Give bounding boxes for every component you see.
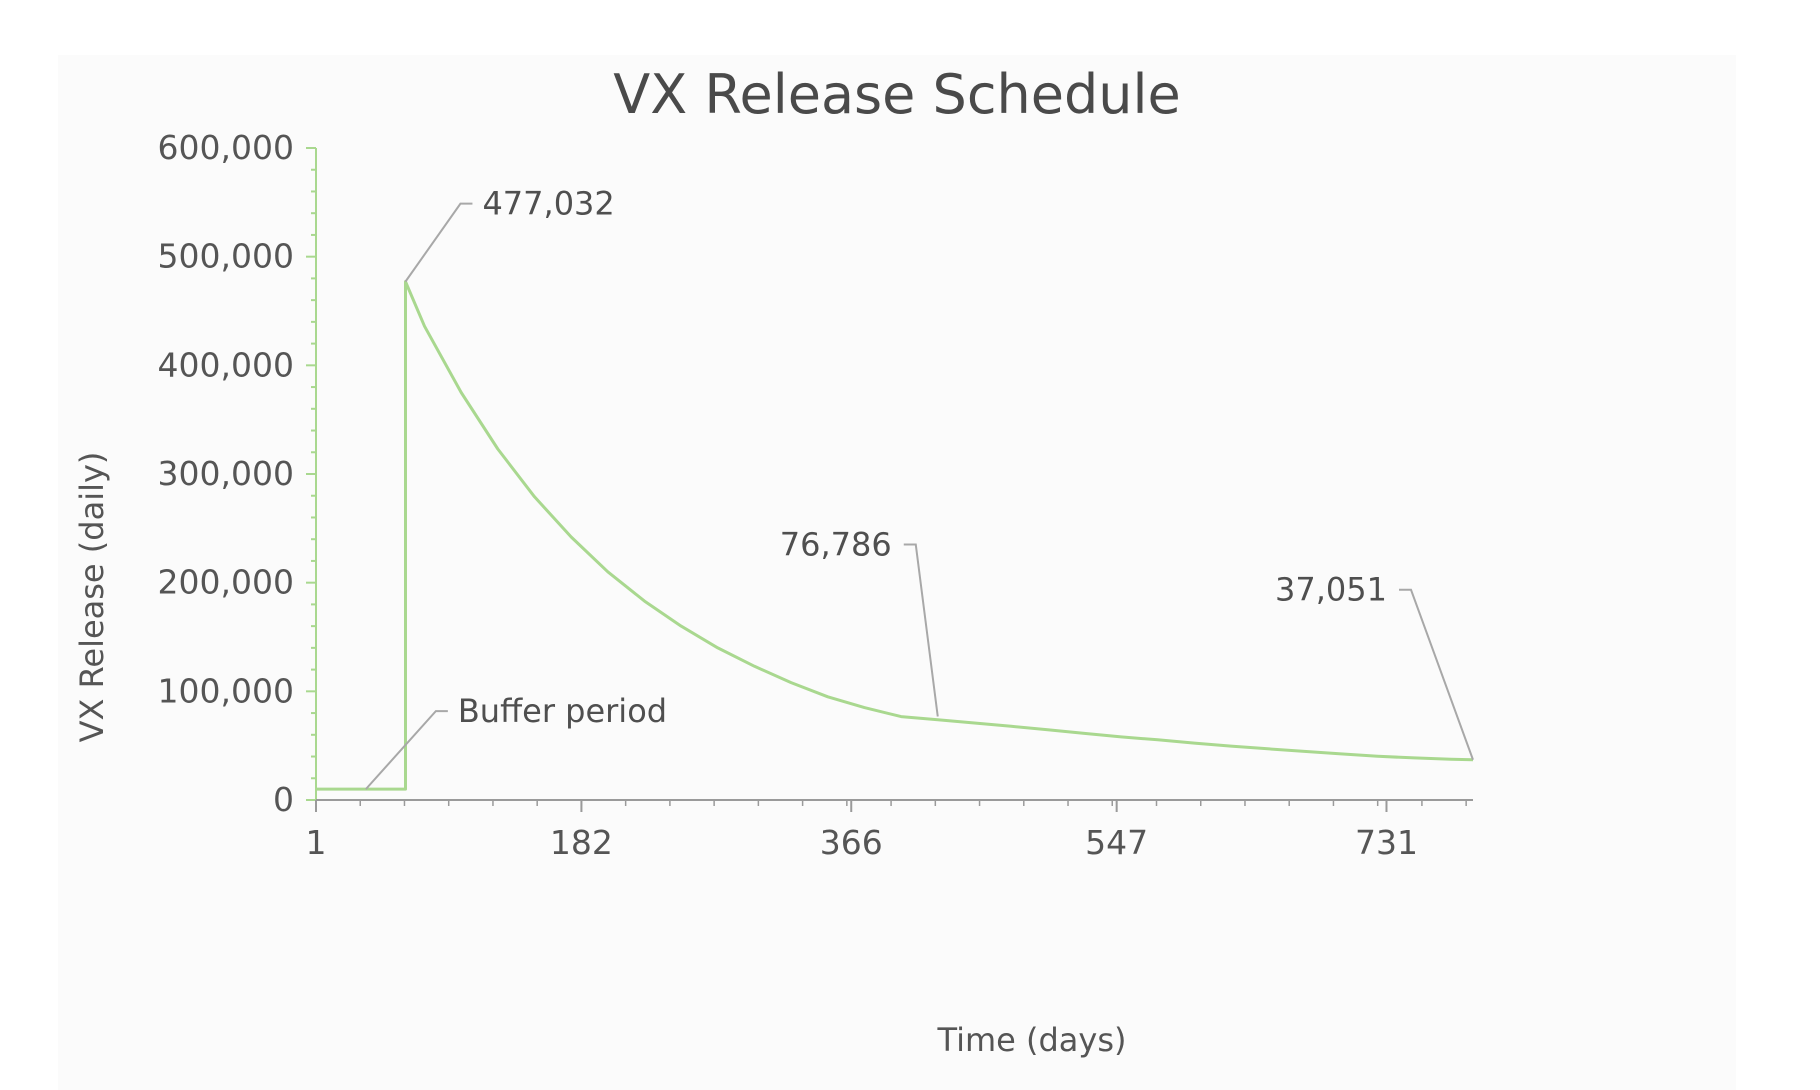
- x-tick-label: 366: [820, 823, 883, 862]
- y-tick-label: 200,000: [158, 563, 294, 602]
- annotation-leader: [903, 543, 939, 717]
- annotations: 477,032 Buffer period 76,786 37,051: [365, 185, 1474, 790]
- annotation-leader: [365, 710, 448, 790]
- x-axis-label: Time (days): [937, 1021, 1127, 1059]
- x-tick-label: 547: [1085, 823, 1148, 862]
- y-tick-label: 600,000: [158, 128, 294, 167]
- annotation-label: 37,051: [1275, 571, 1387, 609]
- annotation-label: 477,032: [482, 185, 614, 223]
- y-axis-label: VX Release (daily): [73, 452, 111, 743]
- y-tick-label: 0: [273, 780, 294, 819]
- chart-svg: VX Release Schedule 0 100,000 200,000 300,0…: [73, 63, 1474, 1059]
- series-line: [316, 280, 1474, 791]
- y-tick-label: 300,000: [158, 454, 294, 493]
- y-tick-label: 400,000: [158, 345, 294, 384]
- x-tick-label: 731: [1355, 823, 1418, 862]
- chart-title: VX Release Schedule: [613, 63, 1180, 126]
- x-tick-label: 182: [550, 823, 613, 862]
- chart-figure: VX Release Schedule 0 100,000 200,000 300,0…: [58, 55, 1736, 1090]
- x-tick-label: 1: [306, 823, 327, 862]
- annotation-label: Buffer period: [458, 692, 667, 730]
- y-tick-label: 500,000: [158, 237, 294, 276]
- annotation-leader: [1399, 588, 1474, 761]
- y-tick-label: 100,000: [158, 671, 294, 710]
- annotation-label: 76,786: [780, 526, 892, 564]
- annotation-leader: [404, 202, 473, 283]
- y-axis-ticks: 0 100,000 200,000 300,000 400,000 500,000 600,…: [158, 128, 316, 819]
- x-axis-ticks: 1 182 366 547 731: [306, 800, 1467, 862]
